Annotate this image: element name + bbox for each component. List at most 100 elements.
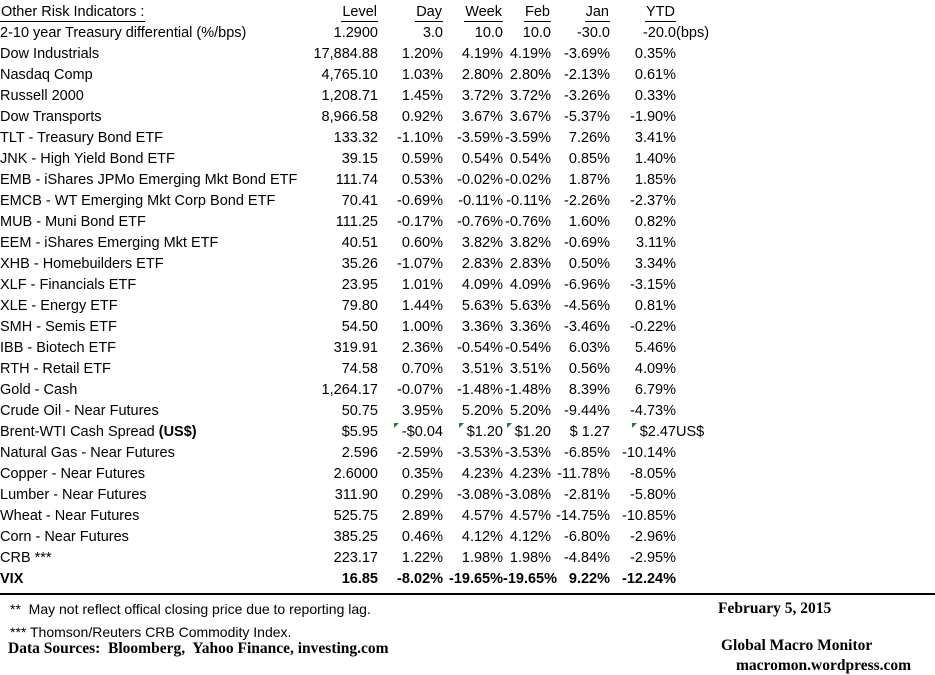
cell-week: 3.36% [461,319,503,335]
table-row: RTH - Retail ETF 74.58 0.70% 3.51% 3.51% 0.56… [0,359,736,380]
cell-level: 1.2900 [333,25,378,41]
cell-jan: -14.75% [555,508,610,524]
unit-annotation [676,44,736,65]
cell-week: 0.54% [461,151,503,167]
brand-url: macromon.wordpress.com [736,657,912,674]
unit-annotation [676,527,736,548]
cell-ytd: 3.41% [634,130,676,146]
brand-name: Global Macro Monitor [721,637,873,654]
cell-level: 79.80 [341,298,378,314]
cell-jan: -30.0 [576,25,610,41]
cell-week: 4.12% [461,529,503,545]
unit-annotation [676,212,736,233]
table-row: IBB - Biotech ETF 319.91 2.36% -0.54% -0.54%… [0,338,736,359]
cell-jan: 0.50% [568,256,610,272]
cell-feb: -0.76% [505,214,551,230]
cell-level: 223.17 [333,550,378,566]
table-row: Copper - Near Futures 2.6000 0.35% 4.23% 4.2… [0,464,736,485]
cell-ytd: -2.96% [630,529,676,545]
cell-day: 2.89% [401,508,443,524]
table-row: CRB *** 223.17 1.22% 1.98% 1.98% -4.84% -2.95% [0,548,736,569]
cell-week: 5.20% [461,403,503,419]
cell-day: 1.20% [401,46,443,62]
indicator-name: Russell 2000 [0,88,84,104]
risk-indicators-table: Other Risk Indicators : Level Day Week F… [0,2,736,590]
cell-week: -0.11% [458,193,503,209]
unit-annotation [676,443,736,464]
column-header-jan: Jan [584,4,610,22]
cell-week: 4.09% [461,277,503,293]
table-row: SMH - Semis ETF 54.50 1.00% 3.36% 3.36% -3.46… [0,317,736,338]
cell-level: 1,264.17 [321,382,378,398]
cell-jan: $ 1.27 [569,424,610,440]
cell-ytd: 0.33% [634,88,676,104]
cell-jan: -6.85% [564,445,610,461]
cell-day: -0.17% [397,214,443,230]
cell-ytd: -10.85% [621,508,676,524]
cell-week: 5.63% [461,298,503,314]
cell-level: 54.50 [341,319,378,335]
cell-day: 0.29% [401,487,443,503]
table-row: EMB - iShares JPMo Emerging Mkt Bond ETF… [0,170,736,191]
table-row: VIX 16.85 -8.02% -19.65% -19.65% 9.22% -12.24% [0,569,736,590]
cell-ytd: 0.35% [634,46,676,62]
column-header-level: Level [341,4,378,22]
cell-day: 1.22% [401,550,443,566]
table-title: Other Risk Indicators : [0,4,146,22]
cell-jan: -9.44% [564,403,610,419]
cell-level: $5.95 [341,424,378,440]
cell-day: -8.02% [397,571,443,587]
cell-week: -3.53% [457,445,503,461]
cell-jan: 9.22% [568,571,610,587]
indicator-name: 2-10 year Treasury differential (%/bps) [0,25,247,41]
cell-feb: 0.54% [509,151,551,167]
table-row: Corn - Near Futures 385.25 0.46% 4.12% 4.12%… [0,527,736,548]
cell-feb: 3.51% [509,361,551,377]
unit-annotation: (bps) [676,25,710,41]
cell-week: 4.19% [461,46,503,62]
table-row: JNK - High Yield Bond ETF 39.15 0.59% 0.54%… [0,149,736,170]
cell-level: 35.26 [341,256,378,272]
cell-feb: 3.82% [509,235,551,251]
cell-week: 1.98% [461,550,503,566]
cell-ytd: 5.46% [634,340,676,356]
table-row: EEM - iShares Emerging Mkt ETF 40.51 0.60%… [0,233,736,254]
cell-day: 0.92% [401,109,443,125]
cell-jan: 6.03% [568,340,610,356]
cell-week: 3.82% [461,235,503,251]
cell-feb: -0.54% [505,340,551,356]
cell-ytd: -4.73% [630,403,676,419]
unit-annotation [676,191,736,212]
indicator-name: EMB - iShares JPMo Emerging Mkt Bond ETF [0,172,298,188]
cell-feb: 3.72% [509,88,551,104]
column-header-ytd: YTD [645,4,676,22]
cell-week: -0.02% [457,172,503,188]
cell-feb: -3.08% [505,487,551,503]
cell-level: 111.74 [335,172,378,188]
table-row: XLF - Financials ETF 23.95 1.01% 4.09% 4.09%… [0,275,736,296]
indicator-name: SMH - Semis ETF [0,319,117,335]
cell-jan: -2.81% [564,487,610,503]
cell-feb: 3.36% [509,319,551,335]
indicator-name: MUB - Muni Bond ETF [0,214,146,230]
indicator-name: VIX [0,571,24,587]
unit-annotation [676,65,736,86]
cell-day: 1.03% [401,67,443,83]
cell-level: 111.25 [335,214,378,230]
cell-week: -0.76% [457,214,503,230]
footnote-reporting-lag: ** May not reflect offical closing price… [10,601,371,617]
table-row: XHB - Homebuilders ETF 35.26 -1.07% 2.83% 2.… [0,254,736,275]
unit-annotation [676,380,736,401]
cell-jan: -11.78% [557,466,610,482]
indicator-name: Nasdaq Comp [0,67,93,83]
cell-ytd: -12.24% [621,571,676,587]
cell-jan: -3.26% [564,88,610,104]
indicator-name: XLF - Financials ETF [0,277,137,293]
column-header-week: Week [464,4,503,22]
cell-level: 8,966.58 [321,109,378,125]
cell-ytd: 0.61% [634,67,676,83]
cell-day: 2.36% [401,340,443,356]
cell-level: 40.51 [341,235,378,251]
cell-week: -3.08% [457,487,503,503]
table-row: Dow Transports 8,966.58 0.92% 3.67% 3.67% -5.… [0,107,736,128]
